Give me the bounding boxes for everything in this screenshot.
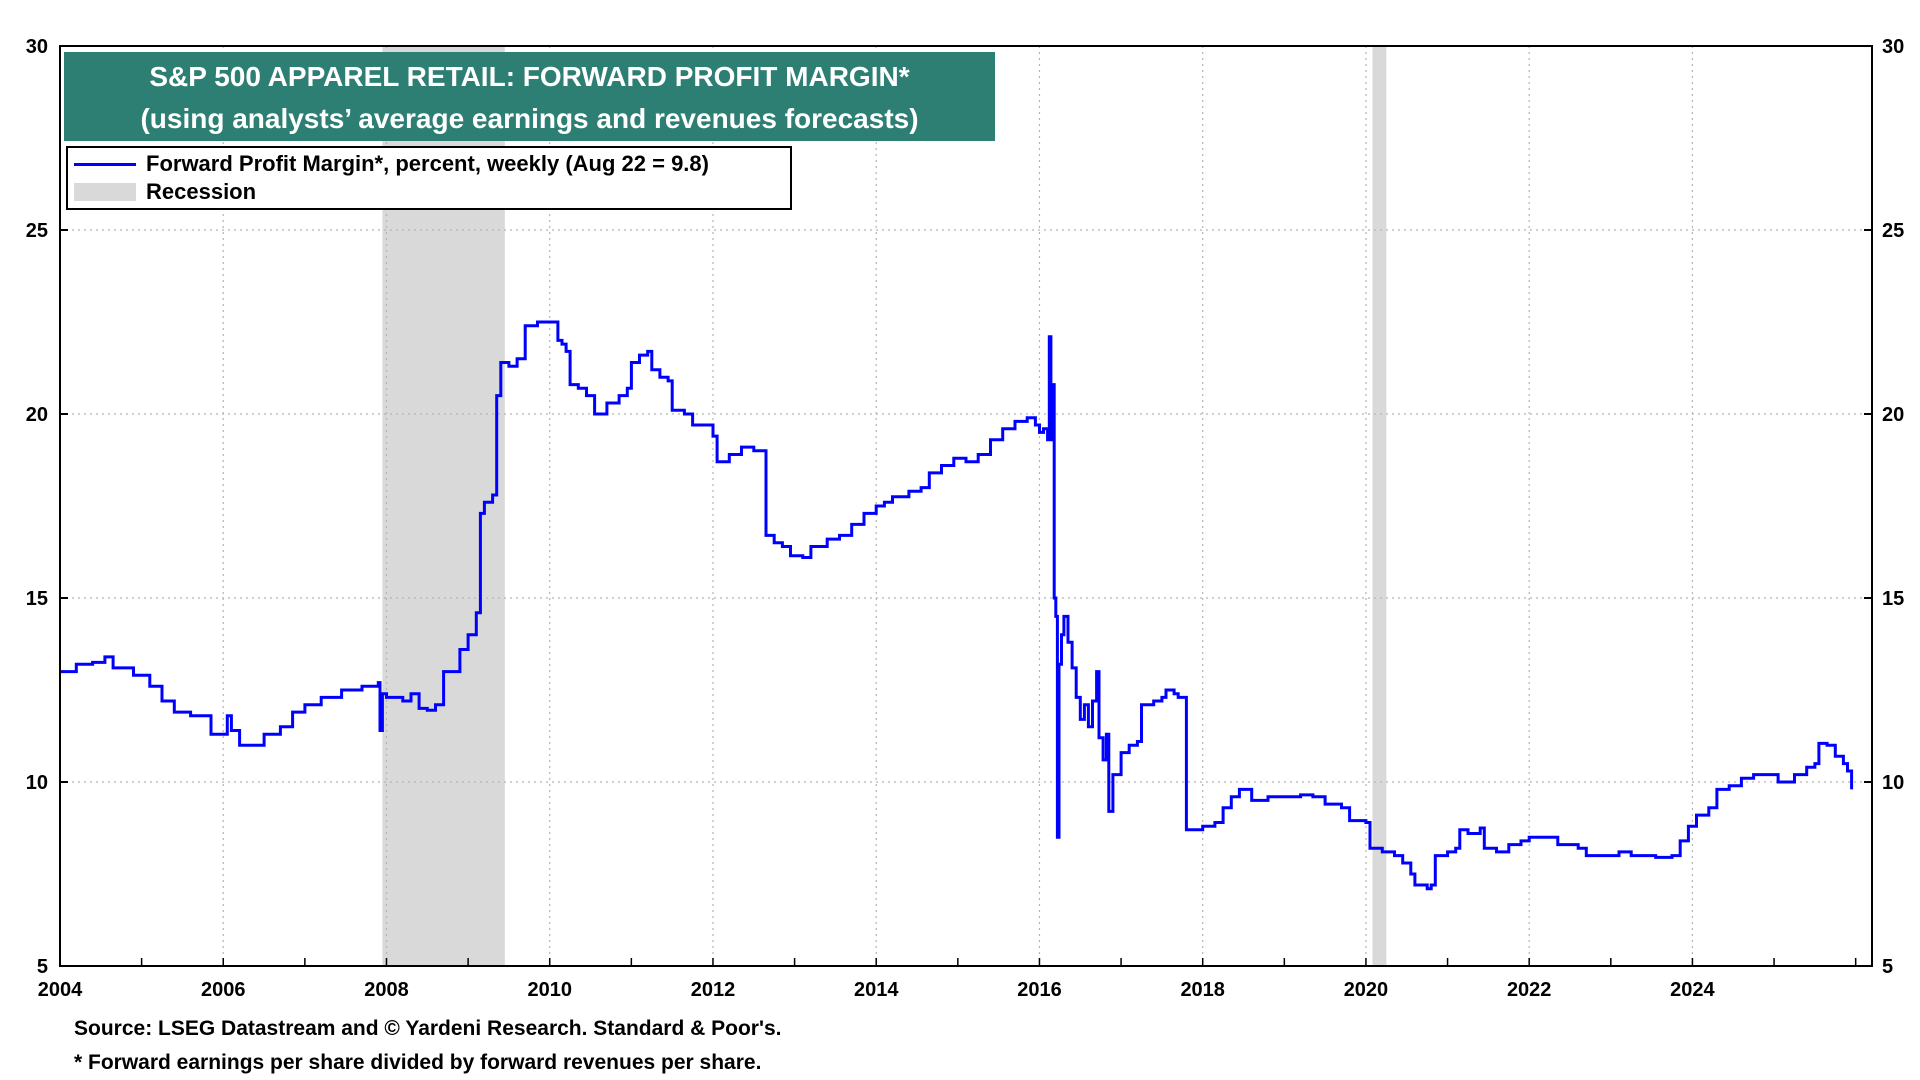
recession-band-2 <box>1372 46 1387 966</box>
y-tick-label-left: 20 <box>26 404 48 426</box>
x-tick-label: 2024 <box>1670 979 1715 1001</box>
chart-subtitle: (using analysts’ average earnings and re… <box>140 103 919 134</box>
x-tick-label: 2012 <box>691 979 736 1001</box>
y-tick-label-right: 25 <box>1882 220 1904 242</box>
x-tick-label: 2010 <box>527 979 572 1001</box>
y-tick-label-right: 15 <box>1882 588 1904 610</box>
series-line-forward-profit-margin <box>60 320 1854 891</box>
chart-title: S&P 500 APPAREL RETAIL: FORWARD PROFIT M… <box>149 61 910 92</box>
x-tick-label: 2008 <box>364 979 409 1001</box>
y-tick-label-left: 25 <box>26 220 48 242</box>
y-tick-label-right: 10 <box>1882 772 1904 794</box>
source-note: Source: LSEG Datastream and © Yardeni Re… <box>74 1017 782 1040</box>
grid-lines <box>60 46 1872 966</box>
x-tick-label: 2016 <box>1017 979 1062 1001</box>
legend-item-series: Forward Profit Margin*, percent, weekly … <box>74 151 709 177</box>
y-tick-label-left: 10 <box>26 772 48 794</box>
legend: Forward Profit Margin*, percent, weekly … <box>66 146 792 210</box>
chart-title-box: S&P 500 APPAREL RETAIL: FORWARD PROFIT M… <box>64 52 995 141</box>
legend-series-label: Forward Profit Margin*, percent, weekly … <box>146 151 709 176</box>
y-tick-label-left: 30 <box>26 36 48 58</box>
y-tick-label-left: 5 <box>37 956 48 978</box>
definition-note: * Forward earnings per share divided by … <box>74 1051 762 1074</box>
series-layer <box>60 320 1854 891</box>
x-tick-label: 2006 <box>201 979 246 1001</box>
x-tick-label: 2022 <box>1507 979 1552 1001</box>
y-tick-label-left: 15 <box>26 588 48 610</box>
legend-item-recession: Recession <box>74 179 256 205</box>
x-tick-label: 2020 <box>1344 979 1389 1001</box>
x-tick-label: 2018 <box>1180 979 1225 1001</box>
y-tick-label-right: 20 <box>1882 404 1904 426</box>
y-tick-label-right: 5 <box>1882 956 1893 978</box>
y-tick-label-right: 30 <box>1882 36 1904 58</box>
x-tick-label: 2004 <box>38 979 83 1001</box>
legend-line-swatch <box>74 162 136 166</box>
plot-frame <box>59 45 1873 967</box>
x-tick-label: 2014 <box>854 979 899 1001</box>
legend-recession-label: Recession <box>146 179 257 204</box>
legend-recession-swatch <box>74 183 136 201</box>
